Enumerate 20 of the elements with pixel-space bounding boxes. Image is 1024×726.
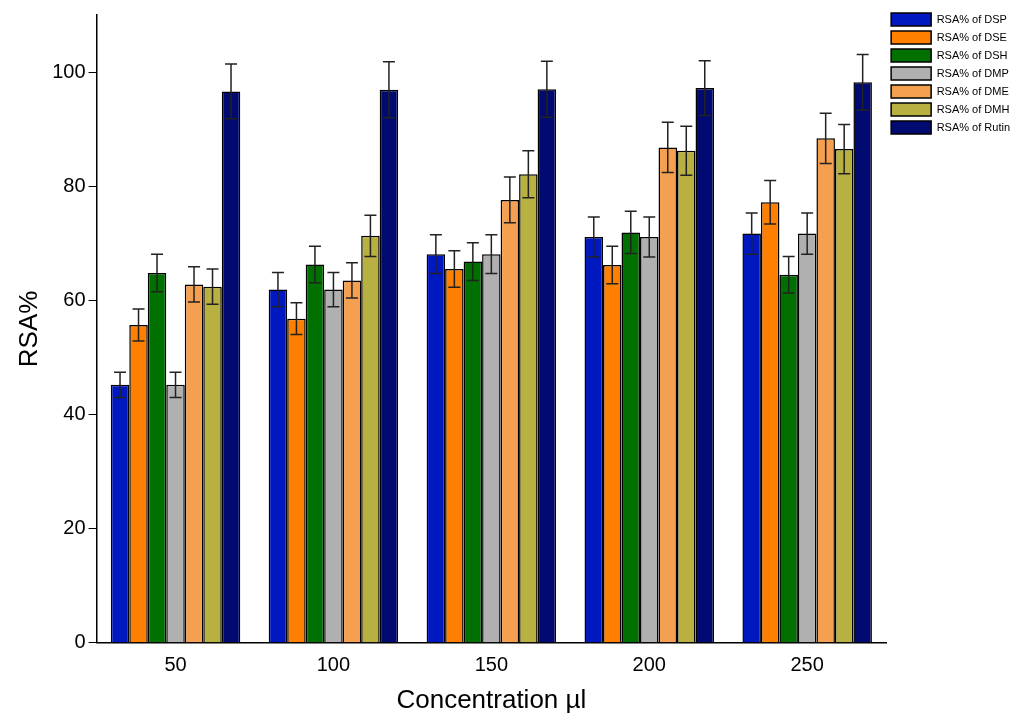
x-tick-label: 150 <box>474 653 509 676</box>
legend-label: RSA% of Rutin <box>936 120 1011 133</box>
x-axis-title: Concentration µl <box>396 683 587 714</box>
y-tick-label: 100 <box>52 59 86 82</box>
x-tick-label: 250 <box>790 653 824 676</box>
legend-label: RSA% of DMP <box>936 66 1009 79</box>
y-axis-title: RSA% <box>12 290 43 368</box>
x-tick-label: 50 <box>164 653 187 676</box>
legend-label: RSA% of DSP <box>936 12 1007 25</box>
y-tick-label: 40 <box>63 402 86 425</box>
y-tick-label: 0 <box>74 630 86 653</box>
x-tick-label: 100 <box>316 653 351 676</box>
y-tick-label: 80 <box>63 173 86 196</box>
legend-label: RSA% of DMH <box>936 102 1010 115</box>
legend-label: RSA% of DSH <box>936 48 1008 61</box>
legend-label: RSA% of DSE <box>936 30 1007 43</box>
legend-label: RSA% of DME <box>936 84 1009 97</box>
x-tick-label: 200 <box>632 653 666 676</box>
y-tick-label: 20 <box>63 516 86 539</box>
y-tick-label: 60 <box>63 287 86 310</box>
